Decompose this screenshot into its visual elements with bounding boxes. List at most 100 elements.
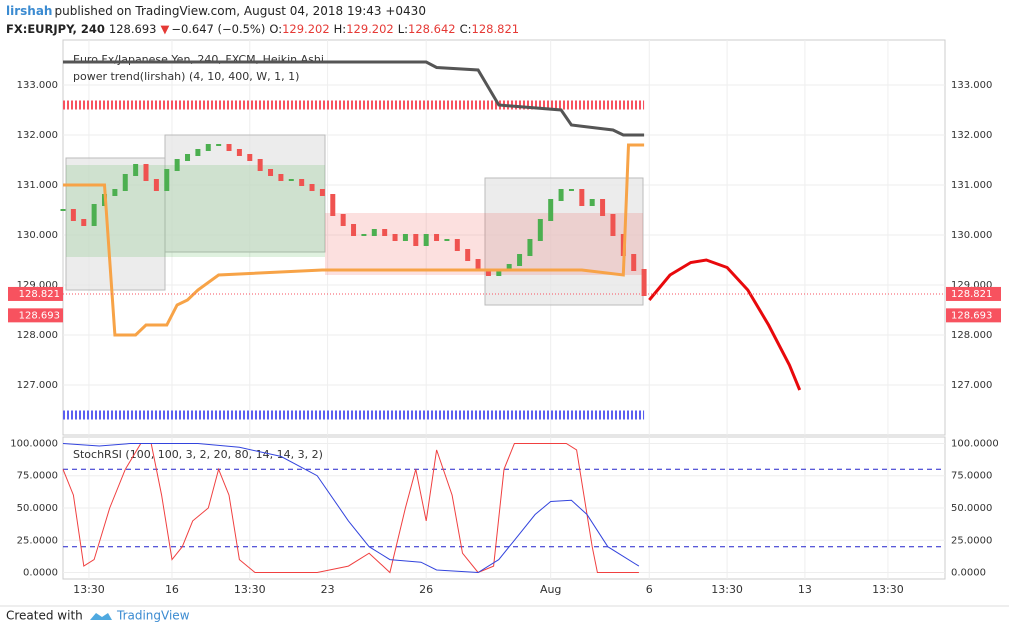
candle <box>382 229 388 236</box>
x-tick-label: 16 <box>165 583 179 596</box>
indicator-line <box>648 258 802 391</box>
candle <box>631 254 637 271</box>
y-tick-label: 50.0000 <box>951 503 992 514</box>
indicator-label: power trend(lirshah) (4, 10, 400, W, 1, … <box>73 70 299 83</box>
candle <box>288 179 294 181</box>
candle <box>268 169 274 176</box>
price-label: 128.821 <box>19 289 60 300</box>
price-label: 128.693 <box>19 310 60 321</box>
candle <box>423 234 429 246</box>
trend-zone <box>325 213 643 275</box>
price-label-box <box>8 308 63 323</box>
published: published on TradingView.com, August 04,… <box>54 4 426 18</box>
y-tick-label: 131.000 <box>951 180 992 191</box>
y-tick-label: 130.000 <box>17 230 58 241</box>
close: 128.821 <box>471 22 520 36</box>
y-tick-label: 100.0000 <box>10 438 58 449</box>
x-tick-label: 13:30 <box>711 583 743 596</box>
candle <box>527 239 533 256</box>
candle <box>485 269 491 276</box>
candle <box>205 144 211 151</box>
candle <box>351 224 357 236</box>
candle <box>319 189 325 196</box>
change: −0.647 (−0.5%) <box>171 22 266 36</box>
candle <box>610 214 616 236</box>
author[interactable]: lirshah <box>6 4 53 18</box>
x-tick-label: 6 <box>646 583 653 596</box>
candle <box>361 234 367 236</box>
h-label: H: <box>333 22 347 36</box>
y-tick-label: 127.000 <box>951 380 992 391</box>
candle <box>164 169 170 191</box>
candle <box>568 189 574 191</box>
candle <box>122 174 128 191</box>
y-tick-label: 129.000 <box>951 280 992 291</box>
x-tick-label: 13:30 <box>872 583 904 596</box>
y-tick-label: 132.000 <box>17 130 58 141</box>
y-tick-label: 50.0000 <box>17 503 58 514</box>
y-tick-label: 75.0000 <box>951 471 992 482</box>
x-tick-label: 23 <box>321 583 335 596</box>
candle <box>465 249 471 261</box>
indicator-line <box>63 60 645 137</box>
c-label: C: <box>459 22 472 36</box>
y-tick-label: 133.000 <box>951 80 992 91</box>
range-box <box>484 177 644 306</box>
candle <box>517 254 523 266</box>
candle <box>70 209 76 221</box>
candle <box>257 159 263 171</box>
candle <box>174 159 180 171</box>
candle <box>537 219 543 241</box>
candle <box>247 154 253 161</box>
candle <box>309 184 315 191</box>
price-label: 128.821 <box>951 289 992 300</box>
y-tick-label: 100.0000 <box>951 438 999 449</box>
candle <box>91 204 97 226</box>
x-tick-label: Aug <box>540 583 561 596</box>
stoch-label: StochRSI (100, 100, 3, 2, 20, 80, 14, 14… <box>73 448 323 461</box>
candle <box>475 259 481 271</box>
y-tick-label: 129.000 <box>17 280 58 291</box>
candle <box>402 234 408 241</box>
candle <box>641 269 647 296</box>
footer-brand[interactable]: TradingView <box>116 609 190 623</box>
candle <box>371 229 377 236</box>
candle <box>153 179 159 191</box>
y-tick-label: 131.000 <box>17 180 58 191</box>
candle <box>60 209 66 211</box>
symbol: FX:EURJPY, 240 <box>6 22 105 36</box>
last: 128.693 <box>108 22 157 36</box>
y-tick-label: 132.000 <box>951 130 992 141</box>
candle <box>392 234 398 241</box>
candle <box>133 164 139 176</box>
candle <box>236 149 242 156</box>
open: 129.202 <box>282 22 330 36</box>
y-tick-label: 25.0000 <box>17 535 58 546</box>
candle <box>81 219 87 226</box>
symbol-line: FX:EURJPY, 240 128.693 ▼ −0.647 (−0.5%) O:12… <box>6 22 523 36</box>
y-tick-label: 128.000 <box>951 330 992 341</box>
candle <box>413 234 419 246</box>
y-tick-label: 133.000 <box>17 80 58 91</box>
candle <box>278 174 284 181</box>
candle <box>600 199 606 216</box>
candle <box>216 144 222 146</box>
price-label-box <box>946 286 1001 301</box>
candle <box>589 199 595 206</box>
price-label-box <box>8 286 63 301</box>
x-tick-label: 13:30 <box>234 583 266 596</box>
candle <box>185 154 191 161</box>
candle <box>226 144 232 151</box>
candle <box>195 149 201 156</box>
candle <box>434 234 440 241</box>
footer-text: Created with <box>6 609 83 623</box>
series-line <box>62 443 640 574</box>
y-tick-label: 130.000 <box>951 230 992 241</box>
x-tick-label: 13:30 <box>73 583 105 596</box>
y-tick-label: 25.0000 <box>951 535 992 546</box>
y-tick-label: 128.000 <box>17 330 58 341</box>
indicator-line <box>63 143 645 337</box>
price-label: 128.693 <box>951 310 992 321</box>
